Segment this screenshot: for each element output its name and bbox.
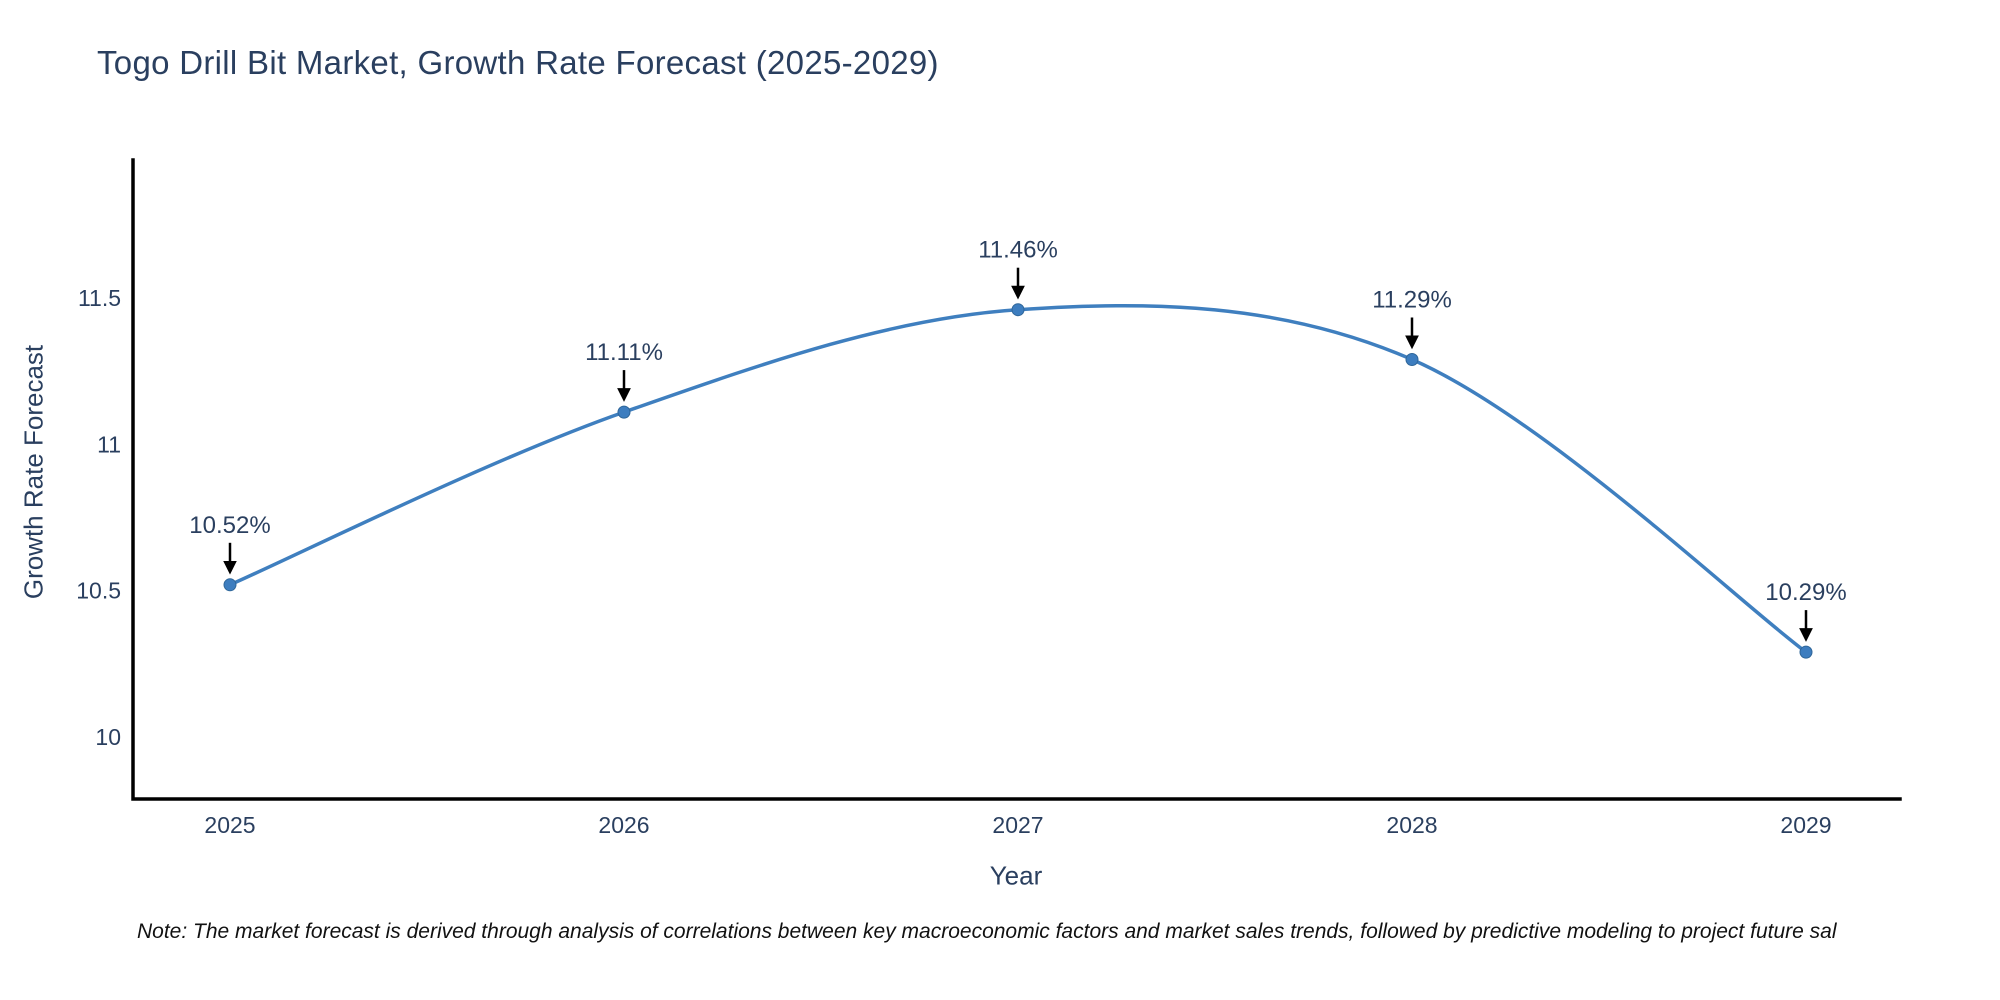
annotation-label: 11.29% [1372, 287, 1452, 314]
x-tick-label: 2025 [204, 812, 255, 838]
data-point-marker [617, 405, 631, 419]
data-point-marker [223, 578, 237, 592]
footnote: Note: The market forecast is derived thr… [137, 920, 1837, 943]
chart-title: Togo Drill Bit Market, Growth Rate Forec… [97, 44, 939, 81]
y-tick-label: 11.5 [78, 285, 121, 311]
data-point-marker [1799, 645, 1813, 659]
series-curve [228, 303, 1808, 654]
x-tick-label: 2027 [992, 812, 1043, 838]
x-axis-title: Year [989, 860, 1043, 891]
x-tick-label: 2029 [1780, 812, 1831, 838]
y-tick-label: 11 [97, 431, 121, 457]
y-tick-label: 10 [95, 724, 121, 750]
y-axis-title: Growth Rate Forecast [18, 344, 49, 600]
y-tick-label: 10.5 [76, 578, 121, 604]
data-point-marker [1011, 303, 1025, 317]
x-tick-label: 2028 [1386, 812, 1437, 838]
annotation-label: 11.46% [978, 237, 1058, 264]
axis-tick-labels: 11.5 11 10.5 10 2025 2026 2027 2028 2029 [76, 285, 1831, 838]
annotation-label: 10.29% [1765, 579, 1846, 606]
axis-spines [131, 158, 1902, 801]
data-point-marker [1405, 353, 1419, 366]
line-series [223, 303, 1813, 659]
annotation-label: 10.52% [189, 512, 270, 539]
annotation-label: 11.11% [585, 339, 663, 366]
point-annotations: 10.52% 11.11% 11.46% 11.29% 10.29% [189, 237, 1847, 642]
axis-spine-path [131, 158, 1902, 801]
x-tick-label: 2026 [598, 812, 649, 838]
